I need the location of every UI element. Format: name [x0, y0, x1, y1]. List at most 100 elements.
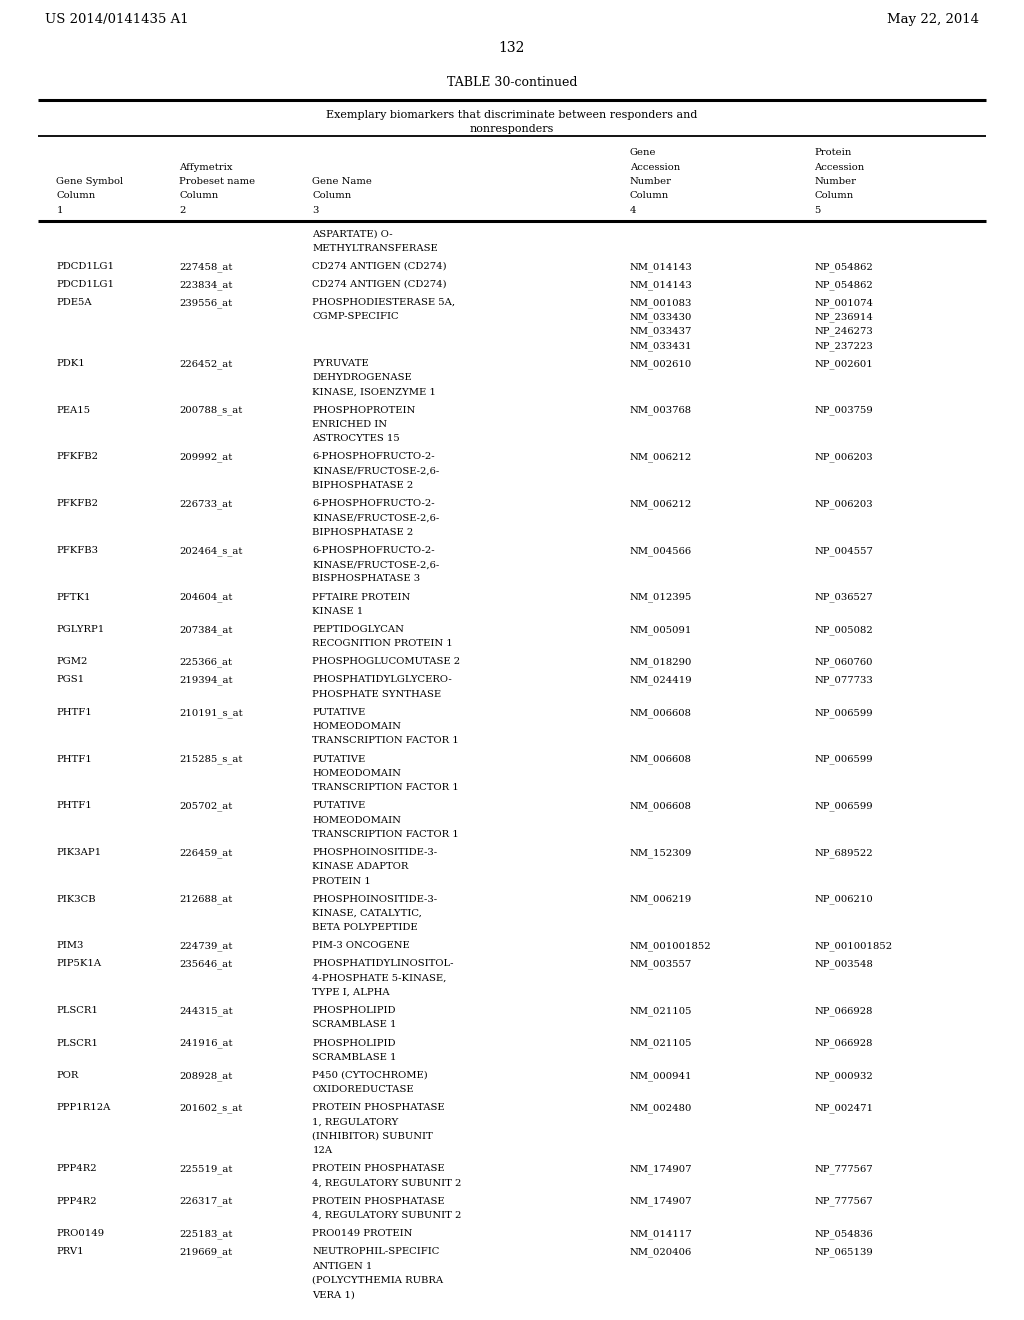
Text: POR: POR	[56, 1071, 79, 1080]
Text: 4-PHOSPHATE 5-KINASE,: 4-PHOSPHATE 5-KINASE,	[312, 974, 446, 983]
Text: NP_006203: NP_006203	[814, 453, 872, 462]
Text: Gene Name: Gene Name	[312, 177, 372, 186]
Text: 225183_at: 225183_at	[179, 1229, 232, 1239]
Text: KINASE, CATALYTIC,: KINASE, CATALYTIC,	[312, 909, 422, 917]
Text: 223834_at: 223834_at	[179, 280, 232, 289]
Text: CGMP-SPECIFIC: CGMP-SPECIFIC	[312, 313, 399, 321]
Text: NM_006212: NM_006212	[630, 499, 692, 510]
Text: TYPE I, ALPHA: TYPE I, ALPHA	[312, 989, 390, 997]
Text: (INHIBITOR) SUBUNIT: (INHIBITOR) SUBUNIT	[312, 1133, 433, 1140]
Text: PHOSPHOINOSITIDE-3-: PHOSPHOINOSITIDE-3-	[312, 847, 437, 857]
Text: 1: 1	[56, 206, 62, 215]
Text: HOMEODOMAIN: HOMEODOMAIN	[312, 816, 401, 825]
Text: PHTF1: PHTF1	[56, 708, 92, 717]
Text: NP_006599: NP_006599	[814, 755, 872, 764]
Text: TRANSCRIPTION FACTOR 1: TRANSCRIPTION FACTOR 1	[312, 737, 459, 746]
Text: PROTEIN PHOSPHATASE: PROTEIN PHOSPHATASE	[312, 1197, 445, 1205]
Text: 132: 132	[499, 41, 525, 55]
Text: NM_006608: NM_006608	[630, 801, 692, 810]
Text: SCRAMBLASE 1: SCRAMBLASE 1	[312, 1053, 397, 1061]
Text: NP_003548: NP_003548	[814, 960, 872, 969]
Text: PDCD1LG1: PDCD1LG1	[56, 261, 115, 271]
Text: Column: Column	[56, 191, 95, 201]
Text: 215285_s_at: 215285_s_at	[179, 755, 243, 764]
Text: PLSCR1: PLSCR1	[56, 1039, 98, 1048]
Text: Column: Column	[179, 191, 218, 201]
Text: PHOSPHATIDYLGLYCERO-: PHOSPHATIDYLGLYCERO-	[312, 676, 452, 685]
Text: PHOSPHOLIPID: PHOSPHOLIPID	[312, 1006, 396, 1015]
Text: Gene: Gene	[630, 148, 656, 157]
Text: May 22, 2014: May 22, 2014	[887, 13, 979, 26]
Text: PROTEIN PHOSPHATASE: PROTEIN PHOSPHATASE	[312, 1164, 445, 1173]
Text: NP_002601: NP_002601	[814, 359, 872, 368]
Text: NP_689522: NP_689522	[814, 847, 872, 858]
Text: PRO0149: PRO0149	[56, 1229, 104, 1238]
Text: 226459_at: 226459_at	[179, 847, 232, 858]
Text: NP_006203: NP_006203	[814, 499, 872, 510]
Text: NM_006608: NM_006608	[630, 755, 692, 764]
Text: 225366_at: 225366_at	[179, 657, 232, 667]
Text: NM_006212: NM_006212	[630, 453, 692, 462]
Text: Affymetrix: Affymetrix	[179, 162, 232, 172]
Text: DEHYDROGENASE: DEHYDROGENASE	[312, 374, 412, 383]
Text: OXIDOREDUCTASE: OXIDOREDUCTASE	[312, 1085, 414, 1094]
Text: 239556_at: 239556_at	[179, 298, 232, 308]
Text: Number: Number	[630, 177, 672, 186]
Text: PHOSPHODIESTERASE 5A,: PHOSPHODIESTERASE 5A,	[312, 298, 456, 308]
Text: NP_054862: NP_054862	[814, 280, 872, 289]
Text: NM_005091: NM_005091	[630, 624, 692, 635]
Text: NP_006210: NP_006210	[814, 895, 872, 904]
Text: ASPARTATE) O-: ASPARTATE) O-	[312, 230, 393, 239]
Text: NM_033430: NM_033430	[630, 313, 692, 322]
Text: NP_036527: NP_036527	[814, 593, 872, 602]
Text: NM_014117: NM_014117	[630, 1229, 692, 1239]
Text: PYRUVATE: PYRUVATE	[312, 359, 369, 368]
Text: 4, REGULATORY SUBUNIT 2: 4, REGULATORY SUBUNIT 2	[312, 1210, 462, 1220]
Text: KINASE, ISOENZYME 1: KINASE, ISOENZYME 1	[312, 388, 436, 397]
Text: NP_066928: NP_066928	[814, 1006, 872, 1016]
Text: KINASE/FRUCTOSE-2,6-: KINASE/FRUCTOSE-2,6-	[312, 467, 439, 475]
Text: 4: 4	[630, 206, 636, 215]
Text: NP_005082: NP_005082	[814, 624, 872, 635]
Text: VERA 1): VERA 1)	[312, 1290, 355, 1299]
Text: NM_000941: NM_000941	[630, 1071, 692, 1081]
Text: Column: Column	[312, 191, 351, 201]
Text: PPP4R2: PPP4R2	[56, 1197, 97, 1205]
Text: 208928_at: 208928_at	[179, 1071, 232, 1081]
Text: 201602_s_at: 201602_s_at	[179, 1104, 243, 1113]
Text: NP_006599: NP_006599	[814, 801, 872, 810]
Text: PIM-3 ONCOGENE: PIM-3 ONCOGENE	[312, 941, 410, 950]
Text: PEA15: PEA15	[56, 405, 90, 414]
Text: TRANSCRIPTION FACTOR 1: TRANSCRIPTION FACTOR 1	[312, 830, 459, 840]
Text: 6-PHOSPHOFRUCTO-2-: 6-PHOSPHOFRUCTO-2-	[312, 546, 435, 554]
Text: NP_066928: NP_066928	[814, 1039, 872, 1048]
Text: NP_006599: NP_006599	[814, 708, 872, 718]
Text: NP_004557: NP_004557	[814, 546, 872, 556]
Text: NM_003557: NM_003557	[630, 960, 692, 969]
Text: Gene Symbol: Gene Symbol	[56, 177, 124, 186]
Text: NM_001083: NM_001083	[630, 298, 692, 308]
Text: BETA POLYPEPTIDE: BETA POLYPEPTIDE	[312, 923, 418, 932]
Text: NM_012395: NM_012395	[630, 593, 692, 602]
Text: Probeset name: Probeset name	[179, 177, 255, 186]
Text: 3: 3	[312, 206, 318, 215]
Text: PIK3CB: PIK3CB	[56, 895, 96, 904]
Text: NM_014143: NM_014143	[630, 261, 692, 272]
Text: 226452_at: 226452_at	[179, 359, 232, 368]
Text: PDCD1LG1: PDCD1LG1	[56, 280, 115, 289]
Text: NP_001001852: NP_001001852	[814, 941, 892, 952]
Text: 210191_s_at: 210191_s_at	[179, 708, 243, 718]
Text: SCRAMBLASE 1: SCRAMBLASE 1	[312, 1020, 397, 1030]
Text: (POLYCYTHEMIA RUBRA: (POLYCYTHEMIA RUBRA	[312, 1276, 443, 1284]
Text: PFKFB2: PFKFB2	[56, 499, 98, 508]
Text: TABLE 30-continued: TABLE 30-continued	[446, 75, 578, 88]
Text: ANTIGEN 1: ANTIGEN 1	[312, 1262, 373, 1271]
Text: 200788_s_at: 200788_s_at	[179, 405, 243, 416]
Text: 212688_at: 212688_at	[179, 895, 232, 904]
Text: PFTK1: PFTK1	[56, 593, 91, 602]
Text: HOMEODOMAIN: HOMEODOMAIN	[312, 768, 401, 777]
Text: PRO0149 PROTEIN: PRO0149 PROTEIN	[312, 1229, 413, 1238]
Text: PFTAIRE PROTEIN: PFTAIRE PROTEIN	[312, 593, 411, 602]
Text: Exemplary biomarkers that discriminate between responders and: Exemplary biomarkers that discriminate b…	[327, 110, 697, 120]
Text: NM_152309: NM_152309	[630, 847, 692, 858]
